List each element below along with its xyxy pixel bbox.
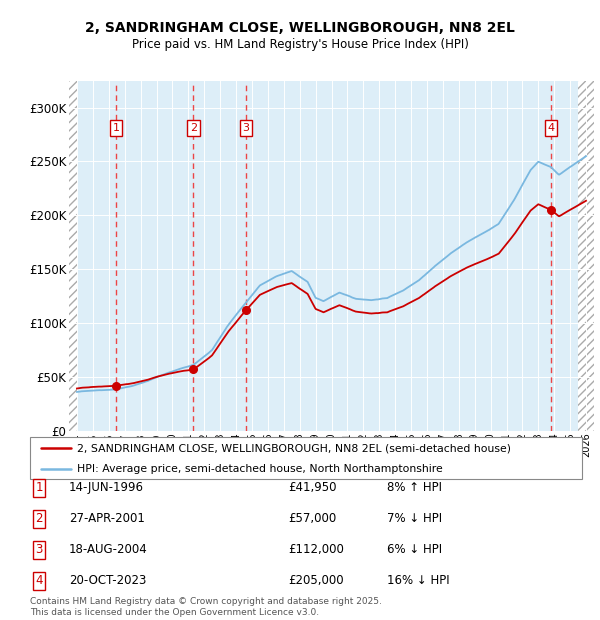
Text: 4: 4 bbox=[35, 575, 43, 587]
Text: 8% ↑ HPI: 8% ↑ HPI bbox=[387, 482, 442, 494]
Text: 3: 3 bbox=[35, 544, 43, 556]
Text: HPI: Average price, semi-detached house, North Northamptonshire: HPI: Average price, semi-detached house,… bbox=[77, 464, 443, 474]
Text: Price paid vs. HM Land Registry's House Price Index (HPI): Price paid vs. HM Land Registry's House … bbox=[131, 38, 469, 51]
Text: 2: 2 bbox=[35, 513, 43, 525]
Text: Contains HM Land Registry data © Crown copyright and database right 2025.
This d: Contains HM Land Registry data © Crown c… bbox=[30, 598, 382, 617]
Bar bbox=[69, 81, 77, 431]
Text: 1: 1 bbox=[35, 482, 43, 494]
Bar bbox=[578, 81, 594, 431]
Text: 7% ↓ HPI: 7% ↓ HPI bbox=[387, 513, 442, 525]
Text: 16% ↓ HPI: 16% ↓ HPI bbox=[387, 575, 449, 587]
Text: 4: 4 bbox=[547, 123, 554, 133]
Text: 27-APR-2001: 27-APR-2001 bbox=[69, 513, 145, 525]
Text: 14-JUN-1996: 14-JUN-1996 bbox=[69, 482, 144, 494]
Bar bbox=[69, 81, 77, 431]
Text: 2, SANDRINGHAM CLOSE, WELLINGBOROUGH, NN8 2EL: 2, SANDRINGHAM CLOSE, WELLINGBOROUGH, NN… bbox=[85, 21, 515, 35]
Text: £41,950: £41,950 bbox=[288, 482, 337, 494]
Bar bbox=[578, 81, 594, 431]
Text: £57,000: £57,000 bbox=[288, 513, 336, 525]
FancyBboxPatch shape bbox=[30, 437, 582, 479]
Text: 1: 1 bbox=[113, 123, 119, 133]
Text: 2, SANDRINGHAM CLOSE, WELLINGBOROUGH, NN8 2EL (semi-detached house): 2, SANDRINGHAM CLOSE, WELLINGBOROUGH, NN… bbox=[77, 443, 511, 453]
Text: 3: 3 bbox=[242, 123, 250, 133]
Text: 2: 2 bbox=[190, 123, 197, 133]
Text: 6% ↓ HPI: 6% ↓ HPI bbox=[387, 544, 442, 556]
Text: 20-OCT-2023: 20-OCT-2023 bbox=[69, 575, 146, 587]
Text: 18-AUG-2004: 18-AUG-2004 bbox=[69, 544, 148, 556]
Text: £112,000: £112,000 bbox=[288, 544, 344, 556]
Text: £205,000: £205,000 bbox=[288, 575, 344, 587]
